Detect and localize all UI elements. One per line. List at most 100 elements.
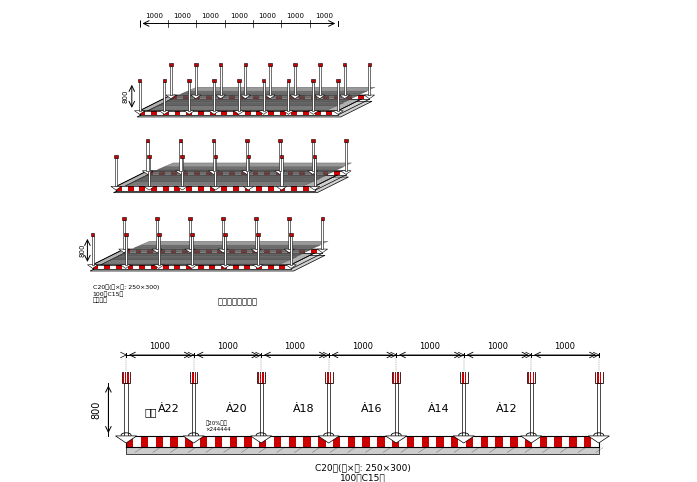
Bar — [123, 372, 125, 383]
Bar — [176, 249, 183, 253]
Bar — [229, 436, 237, 446]
Bar — [145, 265, 151, 269]
Text: Ȧ22: Ȧ22 — [158, 404, 180, 415]
Polygon shape — [159, 111, 169, 114]
Bar — [597, 383, 600, 436]
Polygon shape — [134, 174, 328, 181]
Bar — [305, 171, 311, 175]
Bar — [221, 265, 227, 269]
Bar — [238, 187, 245, 190]
Bar — [530, 383, 533, 436]
Polygon shape — [243, 187, 254, 190]
Polygon shape — [126, 179, 321, 186]
Bar — [124, 249, 130, 253]
Bar — [192, 436, 200, 446]
Text: 100厚C15块: 100厚C15块 — [93, 291, 124, 297]
Bar — [181, 158, 183, 187]
Polygon shape — [183, 436, 204, 443]
Bar — [238, 82, 240, 111]
Polygon shape — [118, 249, 312, 256]
Bar — [279, 155, 283, 158]
Bar — [163, 436, 171, 446]
Polygon shape — [521, 436, 542, 443]
Bar — [327, 383, 330, 436]
Bar — [274, 436, 281, 446]
Bar — [148, 171, 153, 175]
Bar — [215, 187, 221, 190]
Text: Ȧ18: Ȧ18 — [293, 404, 314, 415]
Bar — [312, 142, 314, 171]
Bar — [183, 171, 188, 175]
Bar — [399, 372, 400, 383]
Bar — [209, 265, 215, 269]
Bar — [299, 171, 305, 175]
Bar — [194, 249, 200, 253]
Text: Ȧ12: Ȧ12 — [496, 404, 517, 415]
Bar — [146, 142, 148, 171]
Bar — [235, 95, 241, 99]
Bar — [170, 67, 172, 95]
Bar — [192, 187, 198, 190]
Bar — [192, 111, 198, 115]
Bar — [91, 233, 95, 236]
Bar — [212, 79, 216, 82]
Bar — [128, 187, 134, 190]
Bar — [325, 372, 332, 383]
Bar — [188, 171, 194, 175]
Polygon shape — [339, 95, 350, 99]
Bar — [222, 220, 224, 249]
Bar — [214, 158, 216, 187]
Bar — [313, 155, 316, 158]
Polygon shape — [118, 249, 129, 253]
Bar — [188, 95, 194, 99]
Text: 1000: 1000 — [286, 13, 305, 19]
Bar — [198, 111, 204, 115]
Bar — [196, 372, 197, 383]
Bar — [264, 95, 270, 99]
Bar — [211, 249, 217, 253]
Bar — [370, 436, 377, 446]
Bar — [253, 95, 259, 99]
Polygon shape — [114, 177, 348, 193]
Bar — [293, 249, 299, 253]
Bar — [280, 158, 282, 187]
Bar — [177, 95, 183, 99]
Bar — [488, 436, 496, 446]
Bar — [352, 95, 358, 99]
Bar — [188, 82, 190, 111]
Bar — [126, 372, 128, 383]
Bar — [204, 265, 209, 269]
Bar — [285, 187, 291, 190]
Bar — [171, 171, 176, 175]
Bar — [529, 372, 530, 383]
Bar — [466, 372, 468, 383]
Bar — [278, 139, 282, 142]
Bar — [171, 95, 177, 99]
Bar — [159, 249, 164, 253]
Bar — [204, 187, 210, 190]
Text: 1000: 1000 — [352, 342, 373, 351]
Polygon shape — [275, 171, 285, 174]
Bar — [146, 139, 149, 142]
Bar — [328, 171, 335, 175]
Polygon shape — [185, 249, 195, 253]
Polygon shape — [385, 436, 407, 443]
Bar — [340, 436, 348, 446]
Bar — [534, 372, 535, 383]
Bar — [473, 436, 481, 446]
Text: 1000: 1000 — [315, 13, 333, 19]
Bar — [229, 249, 235, 253]
Bar — [110, 265, 116, 269]
Bar — [321, 217, 324, 220]
Bar — [245, 111, 250, 115]
Bar — [262, 187, 268, 190]
Bar — [148, 436, 155, 446]
Bar — [237, 79, 240, 82]
Text: Ȧ14: Ȧ14 — [428, 404, 450, 415]
Bar — [256, 111, 262, 115]
Bar — [303, 111, 309, 115]
Bar — [444, 436, 451, 446]
Bar — [210, 187, 215, 190]
Bar — [362, 436, 370, 446]
Bar — [259, 436, 266, 446]
